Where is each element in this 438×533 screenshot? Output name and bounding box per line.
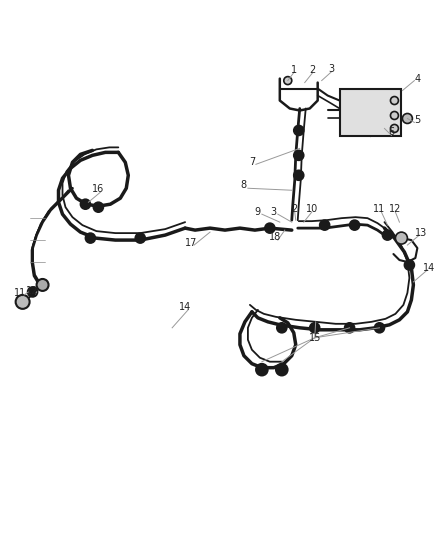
Circle shape (320, 220, 330, 230)
Circle shape (294, 171, 304, 180)
Text: 14: 14 (423, 263, 435, 273)
Circle shape (81, 199, 90, 209)
Circle shape (390, 124, 399, 132)
Text: 13: 13 (415, 228, 427, 238)
Circle shape (294, 150, 304, 160)
Text: 16: 16 (92, 184, 105, 194)
Circle shape (93, 202, 103, 212)
Text: 17: 17 (185, 238, 197, 248)
Text: 14: 14 (179, 302, 191, 312)
Circle shape (37, 279, 49, 291)
Circle shape (390, 96, 399, 104)
Circle shape (16, 295, 30, 309)
Circle shape (265, 223, 275, 233)
Circle shape (28, 287, 38, 297)
Circle shape (135, 233, 145, 243)
Circle shape (310, 323, 320, 333)
Circle shape (276, 364, 288, 376)
Text: 12: 12 (389, 204, 402, 214)
Text: 11: 11 (373, 204, 385, 214)
Bar (339, 88, 401, 136)
Text: 18: 18 (268, 232, 281, 242)
Text: 3: 3 (271, 207, 277, 217)
Circle shape (284, 77, 292, 85)
Circle shape (390, 111, 399, 119)
Circle shape (350, 220, 360, 230)
Text: 4: 4 (414, 74, 420, 84)
Text: 3: 3 (328, 63, 335, 74)
Text: 2: 2 (310, 64, 316, 75)
Text: 1: 1 (291, 64, 297, 75)
Text: 2: 2 (292, 204, 298, 214)
Text: 12: 12 (26, 286, 39, 296)
Text: 11: 11 (14, 288, 26, 298)
Circle shape (345, 323, 355, 333)
Circle shape (85, 233, 95, 243)
Text: 9: 9 (255, 207, 261, 217)
Circle shape (277, 323, 287, 333)
Text: 10: 10 (306, 204, 318, 214)
Circle shape (382, 230, 392, 240)
Text: 15: 15 (308, 333, 321, 343)
Circle shape (403, 114, 413, 124)
Circle shape (396, 232, 407, 244)
Circle shape (256, 364, 268, 376)
Circle shape (374, 323, 385, 333)
Text: 8: 8 (241, 180, 247, 190)
Text: 6: 6 (389, 127, 395, 138)
Text: 5: 5 (414, 116, 420, 125)
Circle shape (294, 125, 304, 135)
Circle shape (404, 260, 414, 270)
Text: 7: 7 (249, 157, 255, 167)
